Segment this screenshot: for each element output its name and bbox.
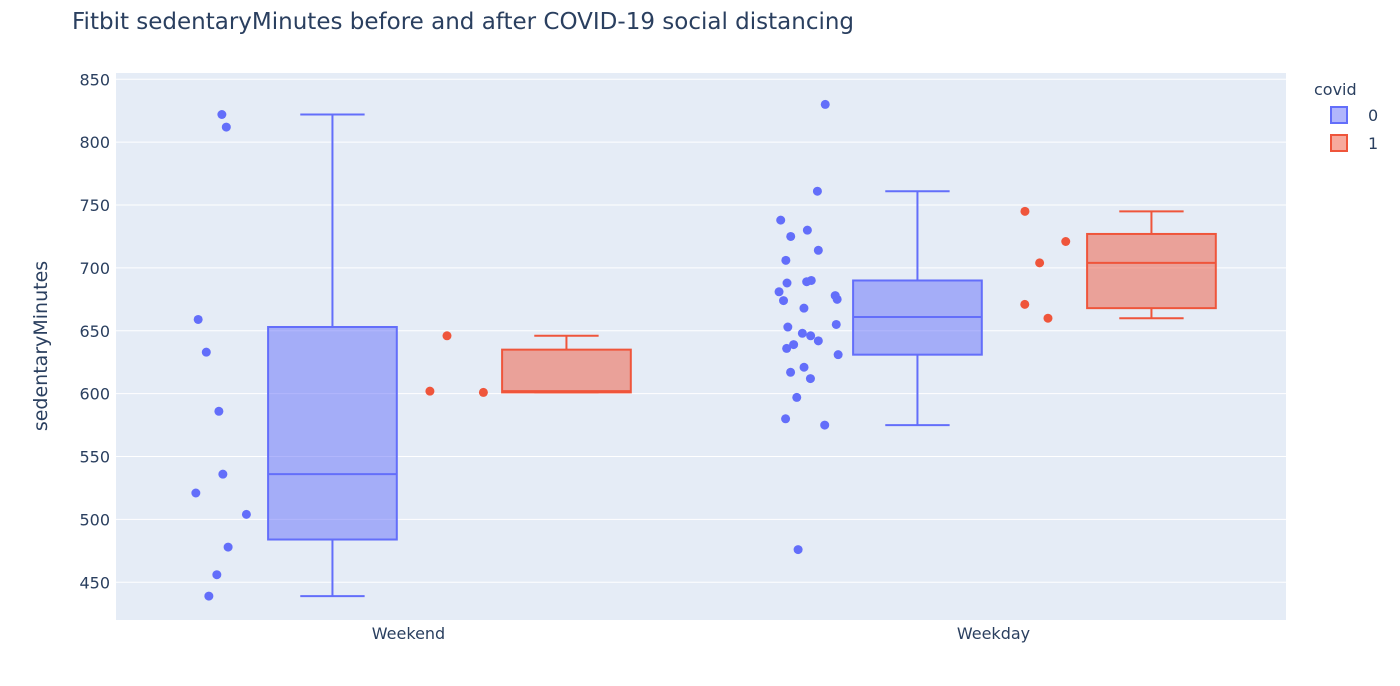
- chart-title: Fitbit sedentaryMinutes before and after…: [72, 9, 854, 35]
- legend-label: 0: [1368, 106, 1378, 125]
- y-tick-label: 500: [79, 510, 110, 529]
- data-points: [191, 99, 1071, 601]
- data-point: [806, 331, 816, 341]
- data-point: [204, 591, 214, 601]
- y-tick-label: 650: [79, 322, 110, 341]
- data-point: [832, 294, 842, 304]
- data-point: [776, 215, 786, 225]
- data-point: [783, 322, 793, 332]
- data-point: [191, 488, 201, 498]
- data-point: [223, 542, 233, 552]
- data-point: [786, 231, 796, 241]
- data-point: [831, 319, 841, 329]
- data-point: [774, 287, 784, 297]
- legend-label: 1: [1368, 134, 1378, 153]
- data-point: [797, 328, 807, 338]
- data-point: [201, 347, 211, 357]
- data-point: [781, 255, 791, 265]
- legend-item-0[interactable]: 0: [1330, 106, 1378, 125]
- data-point: [1035, 258, 1045, 268]
- box-1-weekend: [501, 334, 632, 394]
- data-point: [786, 367, 796, 377]
- y-tick-label: 800: [79, 133, 110, 152]
- data-point: [218, 469, 228, 479]
- box-1-weekday: [1086, 210, 1217, 320]
- y-axis-ticks: 450 500 550 600 650 700 750 800 850: [79, 70, 110, 592]
- y-tick-label: 600: [79, 385, 110, 404]
- box-iqr: [1086, 232, 1217, 310]
- legend-swatch: [1330, 134, 1348, 152]
- data-point: [802, 277, 812, 287]
- data-point: [781, 414, 791, 424]
- data-point: [833, 350, 843, 360]
- boxes: [267, 113, 1217, 598]
- box-0-weekday: [852, 190, 983, 427]
- legend[interactable]: covid 0 1: [1314, 80, 1378, 153]
- x-axis-ticks: Weekend Weekday: [372, 624, 1030, 643]
- data-point: [789, 340, 799, 350]
- data-point: [805, 374, 815, 384]
- data-point: [812, 186, 822, 196]
- data-point: [193, 314, 203, 324]
- y-tick-label: 550: [79, 448, 110, 467]
- legend-item-1[interactable]: 1: [1330, 134, 1378, 153]
- box-iqr: [267, 326, 398, 541]
- x-tick-label: Weekend: [372, 624, 445, 643]
- data-point: [820, 420, 830, 430]
- legend-title: covid: [1314, 80, 1357, 99]
- legend-swatch: [1330, 106, 1348, 124]
- box-0-weekend: [267, 113, 398, 598]
- data-point: [442, 331, 452, 341]
- data-point: [425, 386, 435, 396]
- data-point: [1043, 313, 1053, 323]
- data-point: [212, 570, 222, 580]
- x-tick-label: Weekday: [957, 624, 1030, 643]
- y-tick-label: 450: [79, 573, 110, 592]
- data-point: [799, 303, 809, 313]
- data-point: [813, 245, 823, 255]
- data-point: [221, 122, 231, 132]
- data-point: [793, 545, 803, 555]
- y-tick-label: 700: [79, 259, 110, 278]
- data-point: [802, 225, 812, 235]
- data-point: [779, 296, 789, 306]
- y-tick-label: 750: [79, 196, 110, 215]
- data-point: [782, 278, 792, 288]
- box-iqr: [501, 348, 632, 394]
- data-point: [214, 406, 224, 416]
- data-point: [1061, 237, 1071, 247]
- y-axis-title: sedentaryMinutes: [30, 261, 52, 431]
- data-point: [782, 343, 792, 353]
- data-point: [1020, 299, 1030, 309]
- data-point: [241, 509, 251, 519]
- data-point: [813, 336, 823, 346]
- data-point: [792, 392, 802, 402]
- data-point: [799, 362, 809, 372]
- y-tick-label: 850: [79, 70, 110, 89]
- data-point: [478, 387, 488, 397]
- data-point: [1020, 206, 1030, 216]
- data-point: [820, 99, 830, 109]
- data-point: [217, 109, 227, 119]
